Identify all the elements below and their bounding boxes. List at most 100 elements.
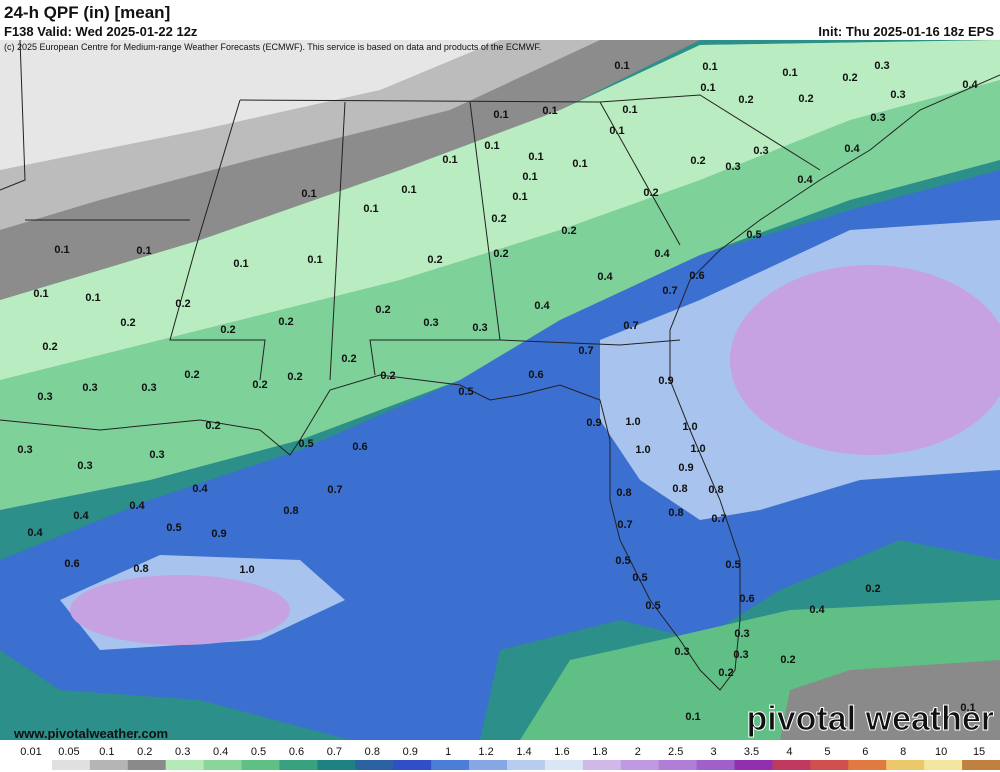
- state-border: [169, 99, 266, 381]
- colorbar-label: 0.5: [251, 746, 266, 758]
- value-label: 0.4: [962, 79, 978, 91]
- value-label: 0.5: [458, 386, 473, 398]
- gray-field: [780, 660, 1000, 740]
- valid-time: F138 Valid: Wed 2025-01-22 12z: [4, 24, 198, 39]
- coastline: [0, 74, 1000, 691]
- colorbar-swatch: [355, 760, 394, 770]
- value-label: 1.0: [635, 444, 650, 456]
- value-label: 0.5: [746, 229, 761, 241]
- value-label: 0.2: [120, 317, 135, 329]
- value-label: 1.0: [682, 421, 697, 433]
- colorbar-label: 0.1: [99, 746, 114, 758]
- value-label: 0.2: [341, 353, 356, 365]
- value-label: 0.8: [133, 563, 148, 575]
- value-label: 0.4: [797, 174, 813, 186]
- value-label: 0.1: [782, 67, 797, 79]
- value-label: 0.3: [874, 60, 889, 72]
- state-border: [369, 101, 501, 376]
- colorbar-label: 6: [862, 746, 868, 758]
- value-label: 0.7: [662, 285, 677, 297]
- value-labels: 0.1 0.1 0.1 0.20.30.10.2 0.2 0.30.40.10.1 0.10…: [17, 60, 978, 723]
- value-label: 0.1: [484, 140, 499, 152]
- colorbar-swatch: [469, 760, 508, 770]
- colorbar-label: 0.6: [289, 746, 304, 758]
- value-label: 0.1: [85, 292, 100, 304]
- lightgreen-field: [0, 40, 1000, 380]
- value-label: 0.3: [725, 161, 740, 173]
- value-label: 0.2: [380, 370, 395, 382]
- value-label: 0.9: [586, 417, 601, 429]
- state-border: [599, 101, 681, 246]
- map: 0.1 0.1 0.1 0.20.30.10.2 0.2 0.30.40.10.1 0.10…: [0, 40, 1000, 740]
- value-label: 0.2: [184, 369, 199, 381]
- value-label: 0.4: [129, 500, 145, 512]
- value-label: 0.6: [689, 270, 704, 282]
- value-label: 0.1: [54, 244, 69, 256]
- value-label: 0.1: [614, 60, 629, 72]
- value-label: 0.8: [283, 505, 298, 517]
- colorbar-label: 3: [711, 746, 717, 758]
- lightgray-field: [0, 40, 500, 170]
- colorbar-swatch: [734, 760, 773, 770]
- value-label: 0.2: [643, 187, 658, 199]
- value-label: 0.1: [522, 171, 537, 183]
- value-label: 0.2: [718, 667, 733, 679]
- value-label: 0.4: [809, 604, 825, 616]
- value-label: 0.6: [352, 441, 367, 453]
- colorbar-swatch: [317, 760, 356, 770]
- value-label: 0.4: [192, 483, 208, 495]
- colorbar-label: 0.8: [365, 746, 380, 758]
- value-label: 0.3: [674, 646, 689, 658]
- colorbar-swatch: [886, 760, 925, 770]
- value-label: 0.7: [617, 519, 632, 531]
- value-label: 0.1: [442, 154, 457, 166]
- value-label: 0.2: [287, 371, 302, 383]
- value-label: 0.2: [252, 379, 267, 391]
- value-label: 0.4: [27, 527, 43, 539]
- value-label: 0.1: [136, 245, 151, 257]
- colorbar-swatch: [203, 760, 243, 770]
- purple-field: [730, 265, 1000, 455]
- value-label: 0.3: [17, 444, 32, 456]
- value-label: 0.8: [708, 484, 723, 496]
- value-label: 0.9: [658, 375, 673, 387]
- colorbar-label: 0.01: [20, 746, 41, 758]
- value-label: 0.1: [542, 105, 557, 117]
- value-label: 0.8: [616, 487, 631, 499]
- state-border: [239, 94, 821, 171]
- colorbar-label: 0.4: [213, 746, 228, 758]
- value-label: 0.3: [870, 112, 885, 124]
- colorbar-label: 15: [973, 746, 985, 758]
- value-label: 0.1: [301, 188, 316, 200]
- value-label: 0.2: [561, 225, 576, 237]
- colorbar-label: 10: [935, 746, 947, 758]
- value-label: 0.4: [654, 248, 670, 260]
- value-label: 0.2: [491, 213, 506, 225]
- colorbar-swatch: [582, 760, 622, 770]
- colorbar-label: 1.4: [516, 746, 531, 758]
- value-label: 0.3: [423, 317, 438, 329]
- colorbar-label: 0.05: [58, 746, 79, 758]
- value-label: 0.3: [733, 649, 748, 661]
- value-label: 0.1: [702, 61, 717, 73]
- value-label: 0.2: [220, 324, 235, 336]
- colorbar-swatch: [241, 760, 280, 770]
- colorbar-swatch: [544, 760, 584, 770]
- colorbar-label: 5: [824, 746, 830, 758]
- value-label: 0.1: [307, 254, 322, 266]
- logo: pivotal weather: [746, 700, 994, 738]
- value-label: 1.0: [239, 564, 254, 576]
- value-label: 0.4: [844, 143, 860, 155]
- colorbar-label: 2: [635, 746, 641, 758]
- colorbar-swatch: [848, 760, 887, 770]
- value-label: 0.1: [960, 702, 975, 714]
- value-label: 0.2: [690, 155, 705, 167]
- site-url: www.pivotalweather.com: [13, 726, 168, 741]
- value-label: 1.0: [625, 416, 640, 428]
- state-border: [0, 40, 26, 191]
- value-label: 0.3: [82, 382, 97, 394]
- value-label: 0.5: [645, 600, 660, 612]
- colorbar-swatch: [165, 760, 205, 770]
- value-label: 0.9: [678, 462, 693, 474]
